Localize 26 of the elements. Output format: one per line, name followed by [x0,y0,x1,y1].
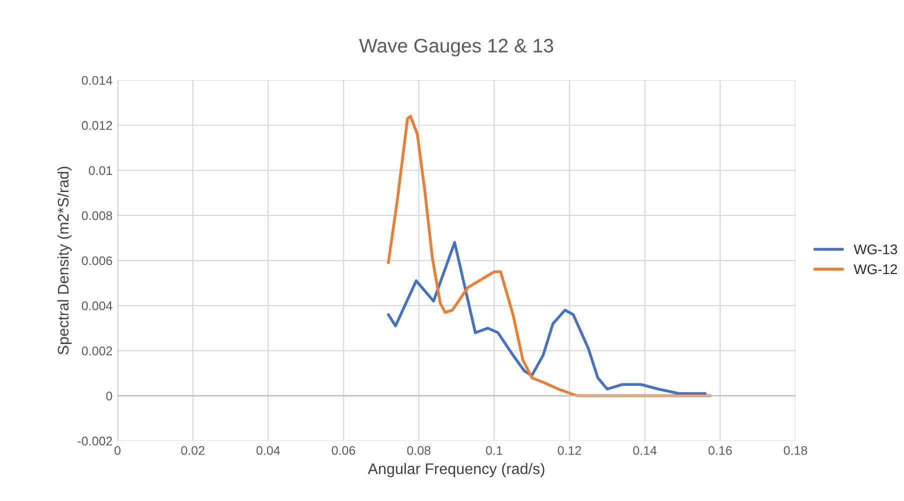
legend-label: WG-13 [854,244,898,254]
x-tick-label: 0.1 [486,446,502,455]
y-tick-label: 0.004 [82,301,112,310]
y-axis-title: Spectral Density (m2*S/rad) [57,166,72,354]
y-tick-label: 0.01 [88,166,112,175]
y-tick-label: 0.012 [82,121,112,130]
y-tick-label: 0.006 [82,256,112,266]
y-tick-label: 0 [106,392,112,400]
x-axis-title: Angular Frequency (rad/s) [368,462,544,478]
line-series [386,241,707,395]
x-tick-label: 0 [114,446,121,455]
x-tick-label: 0.08 [407,446,430,455]
x-tick-label: 0.02 [181,446,204,455]
x-tick-label: 0.14 [633,446,657,455]
x-tick-label: 0.06 [332,446,356,455]
x-tick-label: 0.12 [558,446,582,455]
x-tick-label: 0.18 [784,446,808,455]
line-series [386,114,712,398]
y-tick-label: 0.014 [82,76,112,85]
legend-label: WG-12 [854,264,897,274]
chart-title: Wave Gauges 12 & 13 [359,38,554,56]
y-tick-label: 0.008 [82,211,112,220]
y-tick-label: -0.002 [78,436,112,446]
x-tick-label: 0.16 [708,446,732,455]
y-tick-label: 0.002 [82,346,112,356]
x-tick-label: 0.04 [256,446,280,455]
